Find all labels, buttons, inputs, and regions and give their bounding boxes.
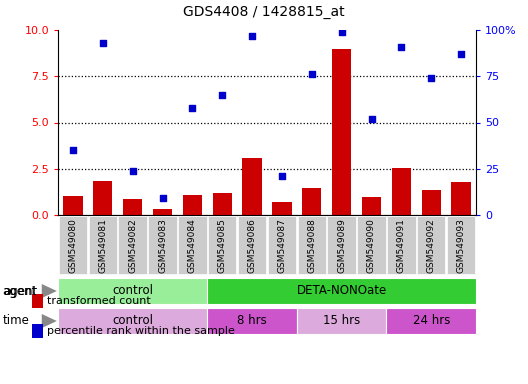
- FancyBboxPatch shape: [58, 308, 208, 334]
- FancyBboxPatch shape: [297, 308, 386, 334]
- Text: GSM549089: GSM549089: [337, 218, 346, 273]
- Polygon shape: [42, 284, 57, 298]
- FancyBboxPatch shape: [118, 216, 147, 274]
- FancyBboxPatch shape: [386, 308, 476, 334]
- Point: [337, 29, 346, 35]
- FancyBboxPatch shape: [208, 308, 297, 334]
- Point: [367, 116, 376, 122]
- Bar: [451, 182, 471, 215]
- Bar: [93, 181, 112, 215]
- FancyBboxPatch shape: [178, 216, 206, 274]
- FancyBboxPatch shape: [387, 216, 416, 274]
- Text: GSM549093: GSM549093: [457, 218, 466, 273]
- Text: GSM549085: GSM549085: [218, 218, 227, 273]
- Point: [128, 167, 137, 174]
- Text: GSM549084: GSM549084: [188, 218, 197, 273]
- FancyBboxPatch shape: [447, 216, 475, 274]
- Text: DETA-NONOate: DETA-NONOate: [297, 285, 387, 298]
- FancyBboxPatch shape: [417, 216, 446, 274]
- Text: GSM549081: GSM549081: [98, 218, 107, 273]
- Text: time: time: [3, 314, 30, 328]
- Point: [158, 195, 167, 202]
- Point: [248, 33, 256, 39]
- FancyBboxPatch shape: [268, 216, 296, 274]
- Text: GSM549086: GSM549086: [248, 218, 257, 273]
- Bar: [183, 195, 202, 215]
- Bar: [32, 293, 43, 308]
- Text: GSM549088: GSM549088: [307, 218, 316, 273]
- Bar: [302, 188, 322, 215]
- Text: 15 hrs: 15 hrs: [323, 314, 360, 328]
- Point: [188, 104, 196, 111]
- Point: [99, 40, 107, 46]
- Point: [427, 75, 436, 81]
- Text: transformed count: transformed count: [48, 296, 151, 306]
- Point: [69, 147, 77, 153]
- Point: [218, 92, 227, 98]
- FancyBboxPatch shape: [208, 216, 237, 274]
- Bar: [212, 193, 232, 215]
- FancyBboxPatch shape: [208, 278, 476, 305]
- Bar: [272, 202, 291, 215]
- Text: control: control: [112, 314, 153, 328]
- Text: 24 hrs: 24 hrs: [412, 314, 450, 328]
- Polygon shape: [42, 314, 57, 328]
- Text: GSM549087: GSM549087: [277, 218, 286, 273]
- FancyBboxPatch shape: [89, 216, 117, 274]
- Text: GSM549091: GSM549091: [397, 218, 406, 273]
- FancyBboxPatch shape: [327, 216, 356, 274]
- Text: GSM549080: GSM549080: [69, 218, 78, 273]
- Text: control: control: [112, 285, 153, 298]
- Text: agent: agent: [3, 285, 37, 298]
- Text: GSM549082: GSM549082: [128, 218, 137, 273]
- Bar: [123, 199, 143, 215]
- FancyBboxPatch shape: [148, 216, 177, 274]
- Bar: [63, 195, 83, 215]
- Text: GDS4408 / 1428815_at: GDS4408 / 1428815_at: [183, 5, 345, 19]
- FancyBboxPatch shape: [58, 278, 208, 305]
- Bar: [362, 197, 381, 215]
- Text: agent: agent: [3, 285, 37, 298]
- Text: percentile rank within the sample: percentile rank within the sample: [48, 326, 235, 336]
- Bar: [153, 209, 172, 215]
- Point: [457, 51, 465, 57]
- Text: 8 hrs: 8 hrs: [237, 314, 267, 328]
- Bar: [32, 323, 43, 338]
- FancyBboxPatch shape: [238, 216, 266, 274]
- Text: GSM549083: GSM549083: [158, 218, 167, 273]
- Bar: [421, 190, 441, 215]
- Point: [397, 43, 406, 50]
- FancyBboxPatch shape: [357, 216, 385, 274]
- Point: [308, 71, 316, 78]
- FancyBboxPatch shape: [59, 216, 87, 274]
- Bar: [392, 168, 411, 215]
- Point: [278, 173, 286, 179]
- Bar: [332, 48, 351, 215]
- Text: GSM549090: GSM549090: [367, 218, 376, 273]
- Text: GSM549092: GSM549092: [427, 218, 436, 273]
- FancyBboxPatch shape: [298, 216, 326, 274]
- Bar: [242, 158, 262, 215]
